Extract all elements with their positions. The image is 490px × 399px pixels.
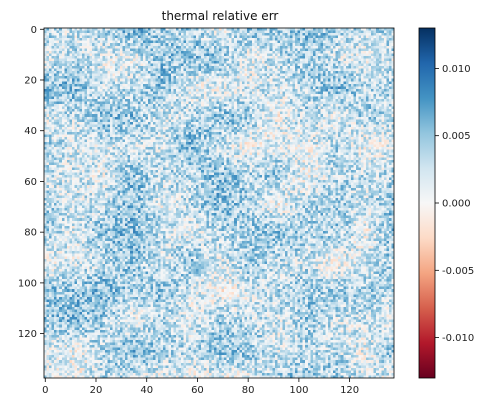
y-tick-label: 120 (18, 329, 37, 340)
colorbar-bar (418, 27, 436, 379)
colorbar-tick-label: -0.005 (442, 266, 474, 277)
x-tick-label: 60 (191, 385, 204, 396)
x-tick-label: 100 (289, 385, 308, 396)
y-tick-label: 20 (24, 75, 37, 86)
x-tick-label: 80 (242, 385, 255, 396)
y-tick-label: 60 (24, 177, 37, 188)
y-tick-label: 100 (18, 278, 37, 289)
x-tick-label: 40 (140, 385, 153, 396)
colorbar-tick-label: 0.000 (442, 199, 471, 210)
chart-title: thermal relative err (162, 9, 279, 23)
colorbar-tick-label: 0.005 (442, 131, 471, 142)
x-axis: 0 20 40 60 80 100 120 (42, 378, 359, 396)
y-tick-label: 40 (24, 126, 37, 137)
colorbar-tick-label: -0.010 (442, 333, 474, 344)
x-tick-label: 0 (42, 385, 48, 396)
y-tick-label: 80 (24, 228, 37, 239)
heatmap (44, 28, 394, 378)
y-tick-label: 0 (31, 25, 37, 36)
plot-frame (43, 27, 395, 379)
colorbar: -0.010 -0.005 0.000 0.005 0.010 (418, 27, 474, 379)
y-axis: 0 20 40 60 80 100 120 (18, 25, 44, 340)
x-tick-label: 120 (340, 385, 359, 396)
heatmap-image (44, 28, 394, 378)
colorbar-tick-label: 0.010 (442, 64, 471, 75)
x-tick-label: 20 (90, 385, 103, 396)
